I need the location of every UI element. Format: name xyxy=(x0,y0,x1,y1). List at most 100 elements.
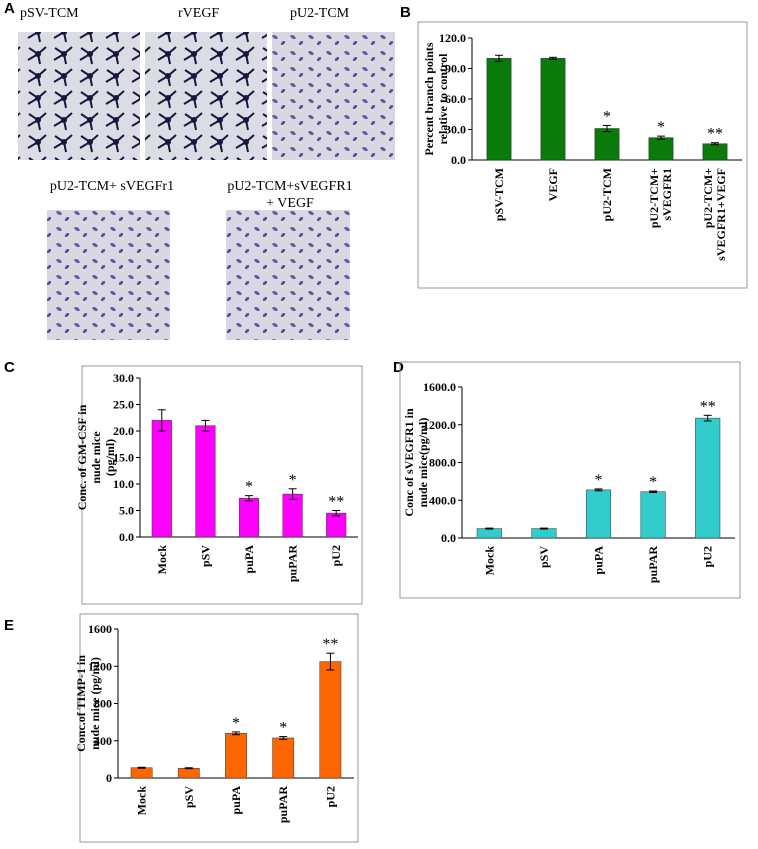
panel-label: B xyxy=(400,4,411,21)
y-axis-label: (pg/ml) xyxy=(103,439,117,476)
panel-label: D xyxy=(393,359,404,376)
error-bar xyxy=(703,414,712,422)
y-axis-label: Conc of sVEGFR1 in xyxy=(402,408,416,517)
y-tick-label: 20.0 xyxy=(113,424,134,438)
x-tick-label: puPAR xyxy=(276,786,290,823)
bar xyxy=(195,425,216,538)
panel-frame xyxy=(79,613,359,843)
bar xyxy=(702,143,728,161)
x-tick-label: pU2 xyxy=(701,546,715,567)
x-tick-label: puPAR xyxy=(286,545,300,582)
significance-mark: * xyxy=(279,720,287,737)
image-caption: pU2-TCM xyxy=(290,6,350,21)
error-bar xyxy=(279,736,288,740)
x-tick-label: Mock xyxy=(155,545,169,575)
significance-mark: * xyxy=(649,474,657,491)
x-tick-label: pSV xyxy=(537,546,551,568)
x-tick-label: pU2-TCM+sVEGFR1 xyxy=(647,168,674,228)
error-bar xyxy=(137,766,146,769)
x-tick-label: puPA xyxy=(229,786,243,815)
error-bar xyxy=(485,527,494,530)
bar xyxy=(476,528,502,539)
significance-mark: * xyxy=(232,715,240,732)
y-tick-label: 15.0 xyxy=(113,451,134,465)
significance-mark: * xyxy=(289,472,297,489)
y-tick-label: 0 xyxy=(106,771,112,785)
y-tick-label: 400 xyxy=(94,734,112,748)
micrograph xyxy=(47,210,170,340)
y-tick-label: 90.0 xyxy=(445,62,466,76)
x-tick-label: puPA xyxy=(242,545,256,574)
x-tick-label: puPA xyxy=(592,546,606,575)
bar xyxy=(272,737,295,779)
y-tick-label: 1600.0 xyxy=(423,380,456,394)
y-tick-label: 30.0 xyxy=(113,371,134,385)
micrograph xyxy=(145,32,267,160)
y-axis-label: Conc. of GM-CSF in xyxy=(75,404,89,510)
y-tick-label: 800.0 xyxy=(429,456,456,470)
y-tick-label: 25.0 xyxy=(113,398,134,412)
y-axis-label: nude mice (pg/ml) xyxy=(88,657,102,750)
y-axis-label: Conc.of TIMP-1 in xyxy=(74,655,88,752)
panel-label: A xyxy=(4,0,15,17)
y-tick-label: 60.0 xyxy=(445,92,466,106)
bar xyxy=(238,498,260,538)
x-tick-label: pU2 xyxy=(323,786,337,807)
significance-mark: ** xyxy=(700,398,716,415)
error-bar xyxy=(711,142,719,146)
significance-mark: * xyxy=(603,108,611,125)
y-tick-label: 1200 xyxy=(88,659,112,673)
bar xyxy=(594,128,620,161)
x-tick-label: VEGF xyxy=(546,168,560,201)
bar xyxy=(225,733,247,779)
y-axis-label: Percent branch points xyxy=(422,42,436,155)
y-axis-label: relative to control xyxy=(436,53,450,145)
bar xyxy=(326,512,347,538)
bar xyxy=(151,420,172,538)
bar xyxy=(130,767,153,779)
panel-label: C xyxy=(4,359,15,376)
significance-mark: * xyxy=(657,119,665,136)
error-bar xyxy=(288,488,297,500)
micrograph xyxy=(226,210,350,340)
significance-mark: ** xyxy=(328,494,344,511)
y-tick-label: 5.0 xyxy=(119,504,134,518)
bar xyxy=(282,493,303,538)
y-axis-label: nude mice xyxy=(89,431,103,484)
image-caption: pU2-TCM+sVEGFR1 xyxy=(227,179,352,194)
error-bar xyxy=(594,488,603,492)
significance-mark: * xyxy=(245,479,253,496)
micrograph xyxy=(18,32,140,160)
y-tick-label: 400.0 xyxy=(429,493,456,507)
y-tick-label: 0.0 xyxy=(441,531,456,545)
image-caption: rVEGF xyxy=(178,6,219,21)
x-tick-label: puPAR xyxy=(646,546,660,583)
error-bar xyxy=(184,767,193,770)
x-tick-label: pSV xyxy=(182,786,196,808)
error-bar xyxy=(201,419,210,432)
error-bar xyxy=(157,409,166,432)
x-tick-label: pU2-TCM+sVEGFR1+VEGF xyxy=(701,168,728,261)
x-tick-label: pU2-TCM xyxy=(600,168,614,221)
x-tick-label: pSV-TCM xyxy=(492,168,506,221)
error-bar xyxy=(649,490,658,494)
y-tick-label: 120.0 xyxy=(439,31,466,45)
x-tick-label: pSV xyxy=(198,545,212,567)
error-bar xyxy=(539,527,548,530)
y-tick-label: 10.0 xyxy=(113,477,134,491)
significance-mark: * xyxy=(595,472,603,489)
bar xyxy=(585,489,612,539)
error-bar xyxy=(232,731,240,736)
panel-label: E xyxy=(4,617,14,634)
bar xyxy=(648,137,674,161)
bar xyxy=(640,491,666,539)
y-tick-label: 0.0 xyxy=(451,153,466,167)
image-caption: pU2-TCM+ sVEGFr1 xyxy=(50,179,174,194)
y-tick-label: 30.0 xyxy=(445,123,466,137)
error-bar xyxy=(495,54,503,62)
y-tick-label: 0.0 xyxy=(119,530,134,544)
panel-frame xyxy=(399,361,741,599)
significance-mark: ** xyxy=(322,636,338,653)
error-bar xyxy=(326,652,335,671)
